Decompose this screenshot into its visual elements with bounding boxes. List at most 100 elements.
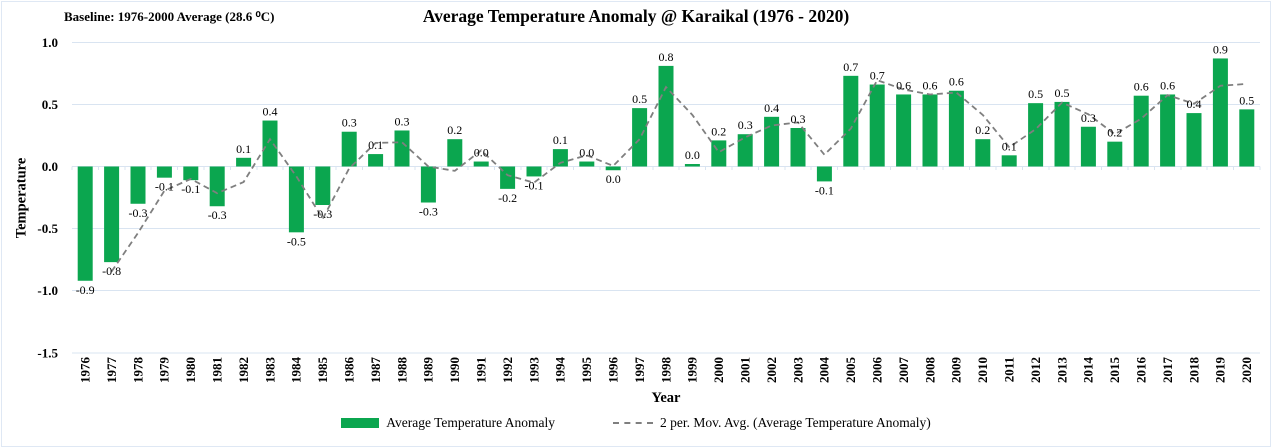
bar-value-label: 0.3 bbox=[791, 112, 806, 126]
bar bbox=[922, 94, 938, 167]
bar-value-label: 0.6 bbox=[923, 78, 938, 92]
bar bbox=[975, 139, 991, 167]
bar bbox=[1160, 94, 1176, 167]
bar bbox=[288, 166, 304, 233]
bar bbox=[764, 116, 780, 167]
bar bbox=[394, 130, 410, 167]
bar-value-label: -0.5 bbox=[287, 234, 306, 248]
x-axis-tick-label: 2004 bbox=[817, 357, 832, 384]
x-axis-tick-label: 2009 bbox=[949, 357, 964, 384]
bar-value-label: -0.3 bbox=[129, 206, 148, 220]
bar-value-label: -0.3 bbox=[313, 207, 332, 221]
bar bbox=[843, 75, 859, 167]
bar-value-label: 0.1 bbox=[553, 133, 568, 147]
bar bbox=[948, 90, 964, 167]
legend-label: 2 per. Mov. Avg. (Average Temperature An… bbox=[660, 415, 931, 430]
y-axis-tick-label: -0.5 bbox=[37, 221, 58, 236]
bar-value-label: -0.1 bbox=[815, 183, 834, 197]
x-axis-tick-label: 2018 bbox=[1186, 357, 1201, 384]
bar-value-label: 0.5 bbox=[1055, 86, 1070, 100]
y-axis-tick-label: 0.5 bbox=[42, 97, 59, 112]
x-axis-tick-label: 2003 bbox=[790, 357, 805, 384]
bar bbox=[156, 166, 172, 178]
bar-value-label: 0.6 bbox=[896, 78, 911, 92]
bar-value-label: -0.8 bbox=[102, 264, 121, 278]
bar bbox=[711, 140, 727, 167]
x-axis-tick-label: 1992 bbox=[500, 357, 515, 383]
x-axis-tick-label: 1979 bbox=[157, 357, 172, 384]
bar-value-label: 0.0 bbox=[474, 146, 489, 160]
bar-value-label: 0.2 bbox=[975, 123, 990, 137]
x-axis-tick-label: 1983 bbox=[262, 357, 277, 384]
bar-value-label: -0.1 bbox=[181, 182, 200, 196]
x-axis-tick-label: 1989 bbox=[421, 357, 436, 384]
bar bbox=[684, 164, 700, 167]
bar bbox=[447, 139, 463, 167]
bar-value-label: 0.6 bbox=[1160, 78, 1175, 92]
bar bbox=[500, 166, 516, 189]
baseline-note: Baseline: 1976-2000 Average (28.6 ⁰C) bbox=[64, 9, 275, 24]
bar bbox=[1054, 101, 1070, 167]
bar bbox=[1239, 109, 1255, 167]
y-axis-tick-label: 0.0 bbox=[42, 159, 58, 174]
x-axis-tick-label: 1985 bbox=[315, 357, 330, 384]
bar bbox=[1186, 113, 1202, 167]
bar-value-label: -0.1 bbox=[155, 180, 174, 194]
x-axis-tick-label: 2012 bbox=[1028, 357, 1043, 383]
x-axis-tick-label: 1997 bbox=[632, 357, 647, 384]
bar-value-label: 0.6 bbox=[1134, 80, 1149, 94]
legend: Average Temperature Anomaly 2 per. Mov. … bbox=[0, 415, 1272, 431]
legend-label: Average Temperature Anomaly bbox=[386, 415, 555, 430]
bar-value-label: 0.6 bbox=[949, 75, 964, 89]
x-axis-tick-label: 2019 bbox=[1213, 357, 1228, 384]
bar bbox=[209, 166, 225, 207]
bar-value-label: 0.7 bbox=[843, 60, 858, 74]
x-axis-tick-label: 1993 bbox=[526, 357, 541, 384]
x-axis-tick-label: 2010 bbox=[975, 357, 990, 383]
legend-item-moving-average: 2 per. Mov. Avg. (Average Temperature An… bbox=[613, 415, 931, 431]
bar-value-label: -0.9 bbox=[76, 283, 95, 297]
bar bbox=[896, 94, 912, 167]
x-axis-tick-label: 2008 bbox=[922, 357, 937, 384]
x-axis-tick-label: 1994 bbox=[553, 357, 568, 384]
x-axis-tick-label: 2017 bbox=[1160, 357, 1175, 384]
x-axis-tick-label: 1995 bbox=[579, 357, 594, 384]
bar-value-label: 0.5 bbox=[1028, 87, 1043, 101]
bar bbox=[1080, 126, 1096, 167]
x-axis-tick-label: 2020 bbox=[1239, 357, 1254, 383]
bar bbox=[552, 149, 568, 167]
dashed-line-swatch bbox=[613, 422, 653, 424]
bar bbox=[658, 65, 674, 167]
x-axis-tick-label: 1987 bbox=[368, 357, 383, 384]
x-axis-tick-label: 2016 bbox=[1133, 357, 1148, 384]
bar bbox=[1133, 95, 1149, 167]
moving-average-line bbox=[110, 79, 1247, 272]
x-axis-tick-label: 2015 bbox=[1107, 357, 1122, 384]
bar-value-label: 0.3 bbox=[1081, 111, 1096, 125]
bar-value-label: 0.1 bbox=[236, 142, 251, 156]
bar bbox=[1028, 103, 1044, 167]
x-axis-tick-label: 2001 bbox=[737, 357, 752, 383]
x-axis-tick-label: 1996 bbox=[605, 357, 620, 384]
bar bbox=[130, 166, 146, 204]
bar-value-label: 0.2 bbox=[711, 124, 726, 138]
bar-value-label: 0.5 bbox=[632, 92, 647, 106]
bar-value-label: -0.3 bbox=[208, 208, 227, 222]
bar-value-label: 0.0 bbox=[685, 148, 700, 162]
bar bbox=[420, 166, 436, 203]
bar bbox=[1001, 155, 1017, 167]
bar-value-label: -0.3 bbox=[419, 205, 438, 219]
bar-value-label: 0.0 bbox=[579, 146, 594, 160]
bar-value-label: 0.1 bbox=[368, 138, 383, 152]
bar-value-label: 0.3 bbox=[342, 116, 357, 130]
x-axis-tick-label: 1976 bbox=[77, 357, 92, 384]
bar-value-label: 0.3 bbox=[738, 118, 753, 132]
bar-value-label: 0.8 bbox=[659, 50, 674, 64]
bar bbox=[1212, 58, 1228, 167]
bar-value-label: 0.4 bbox=[263, 105, 278, 119]
x-axis-tick-label: 1977 bbox=[104, 357, 119, 384]
x-axis-tick-label: 2014 bbox=[1081, 357, 1096, 384]
bar-value-label: 0.9 bbox=[1213, 42, 1228, 56]
x-axis-tick-label: 1990 bbox=[447, 357, 462, 383]
